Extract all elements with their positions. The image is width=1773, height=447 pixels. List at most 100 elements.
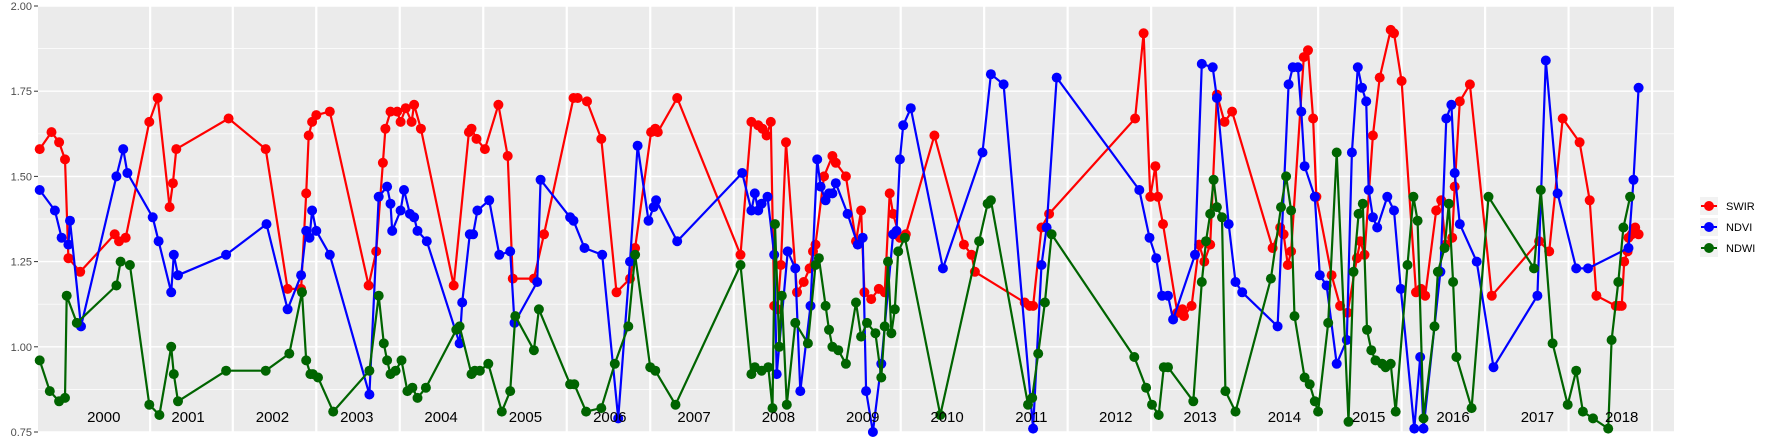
swir-point [1282, 260, 1293, 270]
ndvi-point [1151, 253, 1162, 264]
ndvi-point [1633, 82, 1644, 93]
swir-point [735, 249, 746, 260]
ndvi-point [399, 185, 409, 195]
swir-point [1574, 137, 1585, 148]
ndvi-point [782, 246, 793, 257]
ndwi-point [1466, 403, 1477, 414]
ndvi-point [1418, 423, 1429, 434]
ndwi-point [144, 399, 155, 410]
ndvi-point [812, 154, 823, 165]
swir-point [34, 144, 45, 155]
swir-point [856, 205, 867, 216]
ndvi-point [1237, 287, 1248, 298]
year-label: 2003 [340, 409, 373, 426]
swir-point [311, 110, 322, 121]
ndwi-point [935, 410, 946, 420]
swir-point [1454, 96, 1465, 107]
swir-point [260, 144, 271, 155]
ndwi-point [824, 324, 834, 335]
ndwi-point [1046, 229, 1057, 240]
ndwi-point [1390, 406, 1401, 417]
ndvi-point [65, 215, 75, 226]
ndvi-point [1299, 161, 1310, 172]
swir-point [652, 127, 663, 138]
swir-point [781, 137, 791, 148]
ndvi-point [311, 225, 322, 236]
swir-point [63, 253, 74, 264]
ndvi-point [532, 277, 543, 287]
ndwi-point [879, 321, 890, 332]
ndwi-point [893, 246, 904, 257]
swir-point [406, 116, 417, 127]
ndwi-point [505, 386, 516, 397]
ndvi-point [1540, 55, 1551, 66]
ndvi-point [387, 225, 398, 236]
swir-point [120, 232, 131, 243]
ndvi-point [1367, 212, 1378, 223]
ndwi-point [71, 317, 82, 328]
ndwi-point [1448, 277, 1459, 287]
swir-point [830, 157, 841, 168]
ndwi-point [412, 392, 423, 403]
y-tick-label: 1.75 [11, 86, 32, 98]
y-tick-label: 1.25 [11, 257, 32, 269]
ndwi-point [813, 253, 824, 264]
ndwi-point [609, 358, 620, 369]
ndwi-point [862, 317, 872, 328]
ndwi-point [1323, 317, 1334, 328]
swir-point [1447, 232, 1458, 243]
ndvi-point [1028, 423, 1039, 434]
swir-point [888, 208, 899, 219]
swir-point [152, 93, 163, 103]
ndwi-point [856, 331, 867, 342]
ndwi-point [34, 355, 45, 366]
ndvi-point [672, 236, 683, 247]
ndwi-point [833, 345, 844, 356]
ndwi-point [1613, 277, 1624, 287]
ndvi-point [364, 389, 375, 400]
ndwi-point [1027, 392, 1038, 403]
ndwi-point [173, 396, 183, 407]
ndwi-point [528, 345, 539, 356]
ndvi-point [1144, 232, 1155, 243]
ndvi-point [842, 208, 853, 219]
swir-point [324, 106, 335, 117]
ndwi-point [870, 328, 881, 339]
swir-point [819, 171, 829, 182]
swir-point [479, 144, 490, 155]
ndvi-point [756, 198, 767, 209]
ndwi-point [396, 355, 407, 366]
swir-point [1396, 76, 1407, 86]
swir-point [164, 202, 175, 213]
ndvi-point [1036, 260, 1047, 270]
ndwi-point [569, 379, 580, 390]
swir-point [46, 127, 57, 138]
legend-marker-ndvi [1704, 222, 1714, 232]
legend-marker-swir [1704, 201, 1714, 211]
ndvi-point [173, 270, 183, 281]
ndwi-point [670, 399, 681, 410]
ndvi-point [898, 120, 909, 131]
ndvi-point [827, 188, 838, 199]
ndwi-point [650, 365, 661, 376]
ndwi-point [1562, 399, 1573, 410]
ndvi-point [111, 171, 122, 182]
ndwi-point [763, 362, 774, 373]
ndvi-point [385, 198, 396, 209]
legend-label-ndvi: NDVI [1726, 222, 1752, 234]
ndwi-point [1451, 352, 1462, 362]
ndwi-point [1606, 335, 1617, 345]
y-tick-label: 0.75 [11, 427, 32, 439]
ndwi-point [111, 280, 122, 291]
ndvi-point [790, 263, 801, 274]
swir-point [798, 277, 809, 287]
swir-point [775, 260, 786, 270]
ndvi-point [1292, 62, 1303, 73]
swir-point [1152, 191, 1163, 202]
ndwi-point [378, 338, 389, 349]
swir-point [1355, 236, 1366, 247]
ndwi-point [776, 290, 787, 301]
swir-point [1616, 300, 1627, 311]
series-layer [34, 24, 1644, 437]
ndvi-point [937, 263, 948, 274]
